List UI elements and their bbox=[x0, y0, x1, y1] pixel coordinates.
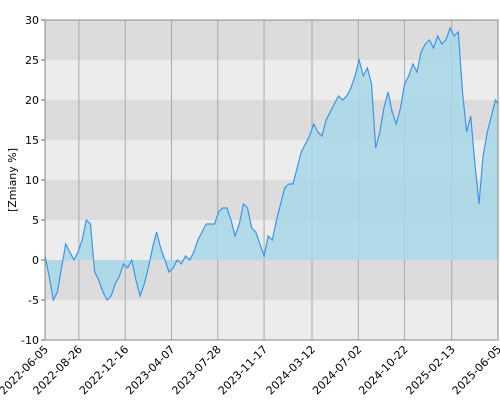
y-tick-label: 0 bbox=[32, 254, 39, 267]
y-axis-label: [Zmiany %] bbox=[6, 148, 19, 212]
x-tick-label: 2023-11-17 bbox=[216, 343, 270, 397]
y-tick-label: 15 bbox=[25, 134, 39, 147]
y-tick-label: 25 bbox=[25, 54, 39, 67]
x-tick-label: 2024-10-22 bbox=[356, 343, 410, 397]
y-tick-label: 30 bbox=[25, 14, 39, 27]
y-tick-label: -10 bbox=[21, 334, 39, 347]
y-tick-label: 20 bbox=[25, 94, 39, 107]
plot-band bbox=[45, 300, 498, 340]
plot-frame bbox=[44, 19, 499, 341]
line bbox=[44, 26, 499, 302]
x-tick-label: 2025-06-05 bbox=[450, 343, 500, 397]
y-tick-label: 5 bbox=[32, 214, 39, 227]
y-tick-label: -5 bbox=[28, 294, 39, 307]
y-tick-label: 10 bbox=[25, 174, 39, 187]
area bbox=[45, 28, 498, 300]
